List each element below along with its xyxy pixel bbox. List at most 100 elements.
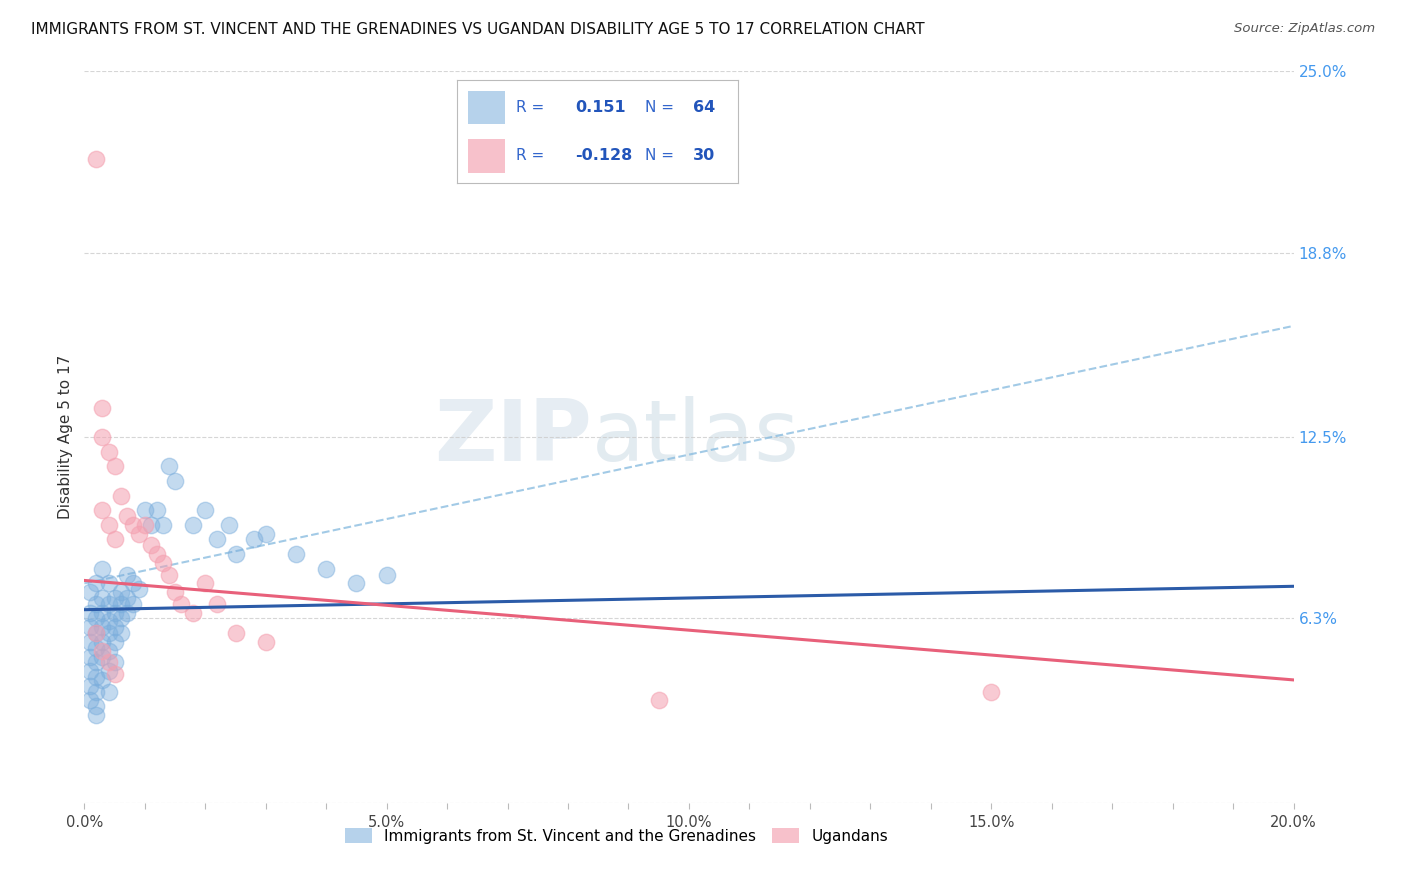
- Point: [315, 562, 337, 576]
- Point: [91, 401, 114, 415]
- Text: 0.151: 0.151: [575, 100, 626, 115]
- Y-axis label: Disability Age 5 to 17: Disability Age 5 to 17: [58, 355, 73, 519]
- Point: [194, 576, 217, 591]
- Point: [134, 517, 156, 532]
- Point: [139, 517, 162, 532]
- Point: [91, 430, 114, 444]
- Text: ZIP: ZIP: [434, 395, 592, 479]
- Point: [86, 640, 108, 655]
- Point: [110, 489, 132, 503]
- Point: [115, 606, 138, 620]
- Text: 64: 64: [693, 100, 716, 115]
- Point: [79, 649, 101, 664]
- Point: [97, 664, 120, 678]
- Point: [97, 684, 120, 698]
- Point: [97, 643, 120, 657]
- Point: [121, 517, 143, 532]
- Point: [146, 547, 169, 561]
- Point: [165, 474, 187, 488]
- Point: [79, 664, 101, 678]
- Point: [207, 597, 229, 611]
- Point: [86, 576, 108, 591]
- Point: [104, 667, 127, 681]
- Point: [97, 597, 120, 611]
- Point: [104, 635, 127, 649]
- Point: [97, 656, 120, 670]
- Point: [115, 509, 138, 524]
- Point: [152, 517, 174, 532]
- Point: [134, 503, 156, 517]
- Point: [91, 620, 114, 634]
- Text: N =: N =: [645, 100, 675, 115]
- Point: [86, 684, 108, 698]
- Point: [86, 626, 108, 640]
- Text: IMMIGRANTS FROM ST. VINCENT AND THE GRENADINES VS UGANDAN DISABILITY AGE 5 TO 17: IMMIGRANTS FROM ST. VINCENT AND THE GREN…: [31, 22, 925, 37]
- Point: [79, 693, 101, 707]
- Point: [91, 606, 114, 620]
- Point: [86, 699, 108, 714]
- Point: [86, 656, 108, 670]
- Point: [86, 708, 108, 723]
- Point: [121, 597, 143, 611]
- Point: [121, 576, 143, 591]
- Point: [254, 635, 277, 649]
- Point: [110, 611, 132, 625]
- Point: [79, 585, 101, 599]
- FancyBboxPatch shape: [468, 91, 505, 124]
- Text: -0.128: -0.128: [575, 148, 633, 163]
- Point: [194, 503, 217, 517]
- Point: [97, 626, 120, 640]
- Point: [97, 444, 120, 458]
- Point: [104, 591, 127, 605]
- Point: [242, 533, 264, 547]
- Point: [128, 582, 150, 597]
- Point: [104, 533, 127, 547]
- Point: [225, 626, 247, 640]
- Point: [97, 517, 120, 532]
- Point: [218, 517, 240, 532]
- Point: [181, 517, 204, 532]
- Point: [86, 626, 108, 640]
- Point: [79, 606, 101, 620]
- Text: R =: R =: [516, 100, 544, 115]
- Text: R =: R =: [516, 148, 544, 163]
- Point: [139, 538, 162, 552]
- Legend: Immigrants from St. Vincent and the Grenadines, Ugandans: Immigrants from St. Vincent and the Gren…: [339, 822, 894, 850]
- Point: [375, 567, 398, 582]
- Point: [115, 591, 138, 605]
- Point: [104, 656, 127, 670]
- Text: atlas: atlas: [592, 395, 800, 479]
- Point: [104, 459, 127, 474]
- Text: N =: N =: [645, 148, 675, 163]
- Point: [152, 556, 174, 570]
- Point: [91, 649, 114, 664]
- Point: [648, 693, 671, 707]
- Point: [146, 503, 169, 517]
- Point: [91, 503, 114, 517]
- Text: 30: 30: [693, 148, 716, 163]
- Point: [170, 597, 193, 611]
- Point: [91, 673, 114, 687]
- Point: [86, 670, 108, 684]
- Point: [128, 526, 150, 541]
- Point: [165, 585, 187, 599]
- Point: [980, 684, 1002, 698]
- Point: [97, 576, 120, 591]
- Point: [86, 152, 108, 166]
- Point: [91, 591, 114, 605]
- Point: [181, 606, 204, 620]
- Point: [225, 547, 247, 561]
- Point: [91, 562, 114, 576]
- FancyBboxPatch shape: [468, 139, 505, 173]
- Point: [254, 526, 277, 541]
- Point: [157, 459, 180, 474]
- Point: [79, 620, 101, 634]
- Point: [104, 606, 127, 620]
- Point: [110, 626, 132, 640]
- Point: [110, 585, 132, 599]
- Point: [157, 567, 180, 582]
- Point: [86, 597, 108, 611]
- Point: [79, 679, 101, 693]
- Point: [104, 620, 127, 634]
- Point: [86, 611, 108, 625]
